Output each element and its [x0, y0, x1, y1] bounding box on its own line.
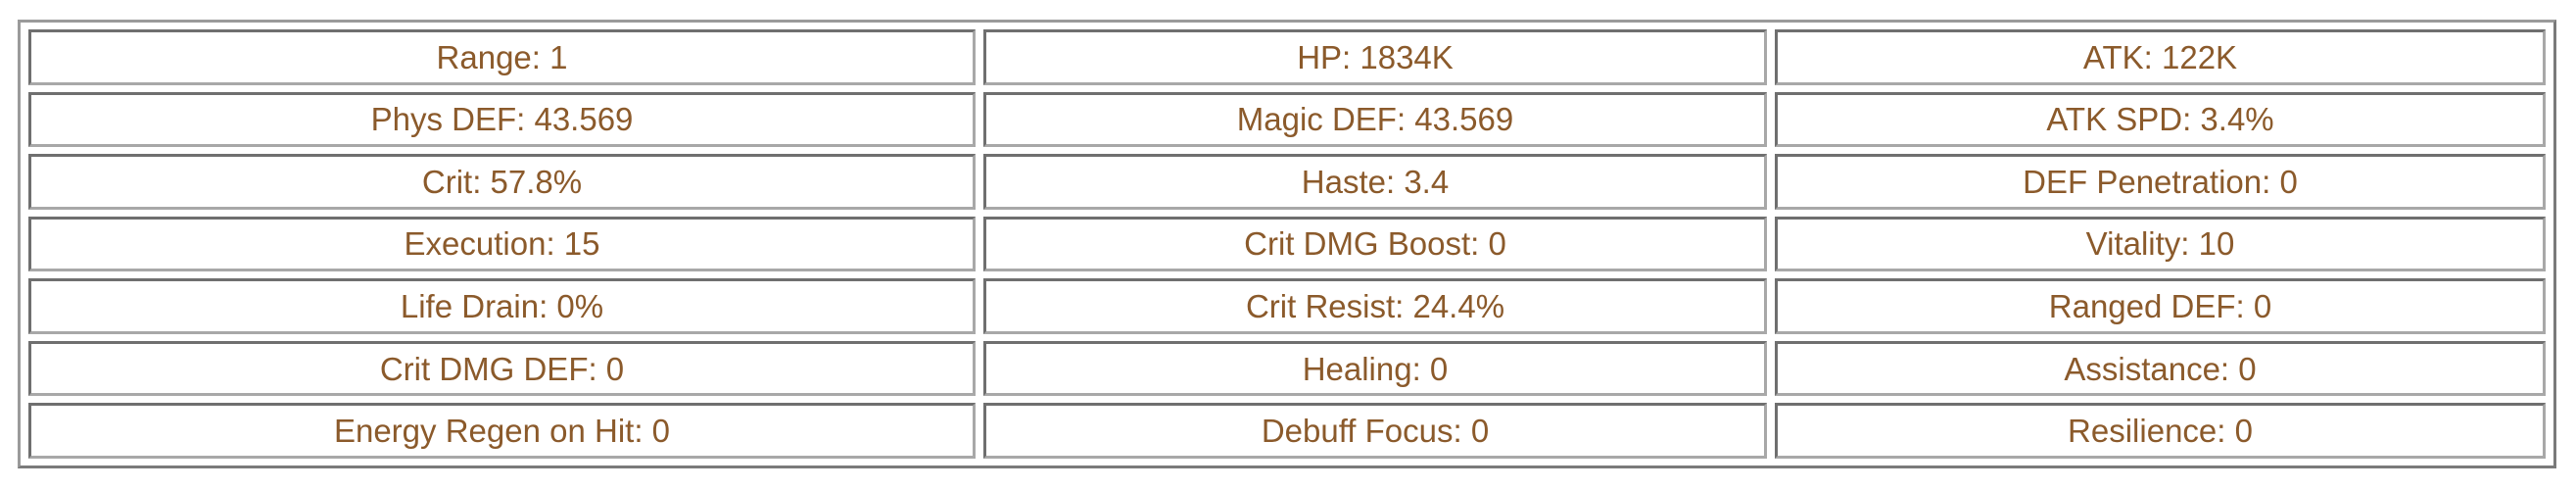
- stat-cell: Vitality: 10: [1775, 216, 2546, 272]
- stat-cell: Ranged DEF: 0: [1775, 278, 2546, 334]
- stat-cell: ATK: 122K: [1775, 29, 2546, 85]
- stat-cell: Magic DEF: 43.569: [983, 91, 1767, 148]
- stat-cell: Resilience: 0: [1775, 403, 2546, 459]
- table-row: Life Drain: 0% Crit Resist: 24.4% Ranged D…: [28, 278, 2546, 334]
- stat-cell: Execution: 15: [28, 216, 976, 272]
- stat-cell: Crit Resist: 24.4%: [983, 278, 1767, 334]
- stat-cell: Assistance: 0: [1775, 340, 2546, 397]
- stat-cell: Range: 1: [28, 29, 976, 85]
- table-row: Phys DEF: 43.569 Magic DEF: 43.569 ATK SPD…: [28, 91, 2546, 148]
- stat-cell: DEF Penetration: 0: [1775, 154, 2546, 210]
- stats-table: Range: 1 HP: 1834K ATK: 122K Phys DEF: 43.5…: [18, 20, 2556, 468]
- stat-cell: HP: 1834K: [983, 29, 1767, 85]
- table-row: Energy Regen on Hit: 0 Debuff Focus: 0 Res…: [28, 403, 2546, 459]
- stat-cell: Phys DEF: 43.569: [28, 91, 976, 148]
- stat-cell: Haste: 3.4: [983, 154, 1767, 210]
- stat-cell: Healing: 0: [983, 340, 1767, 397]
- stat-cell: Crit DMG Boost: 0: [983, 216, 1767, 272]
- table-row: Execution: 15 Crit DMG Boost: 0 Vitality: …: [28, 216, 2546, 272]
- stat-cell: ATK SPD: 3.4%: [1775, 91, 2546, 148]
- stat-cell: Crit DMG DEF: 0: [28, 340, 976, 397]
- stat-cell: Debuff Focus: 0: [983, 403, 1767, 459]
- table-row: Crit: 57.8% Haste: 3.4 DEF Penetration: 0: [28, 154, 2546, 210]
- table-row: Crit DMG DEF: 0 Healing: 0 Assistance: 0: [28, 340, 2546, 397]
- stat-cell: Life Drain: 0%: [28, 278, 976, 334]
- stat-cell: Energy Regen on Hit: 0: [28, 403, 976, 459]
- stat-cell: Crit: 57.8%: [28, 154, 976, 210]
- table-row: Range: 1 HP: 1834K ATK: 122K: [28, 29, 2546, 85]
